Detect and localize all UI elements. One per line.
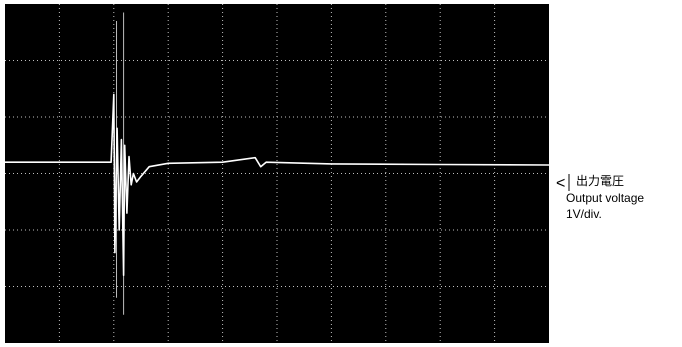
- trace-group: [5, 12, 550, 315]
- graticule: [5, 4, 549, 343]
- channel-label-en: Output voltage: [566, 191, 644, 205]
- channel-marker: <: [556, 175, 565, 192]
- channel-scale: 1V/div.: [566, 207, 602, 221]
- channel-annotation: < 出力電圧 Output voltage 1V/div.: [556, 174, 644, 221]
- channel-label-jp: 出力電圧: [576, 174, 624, 188]
